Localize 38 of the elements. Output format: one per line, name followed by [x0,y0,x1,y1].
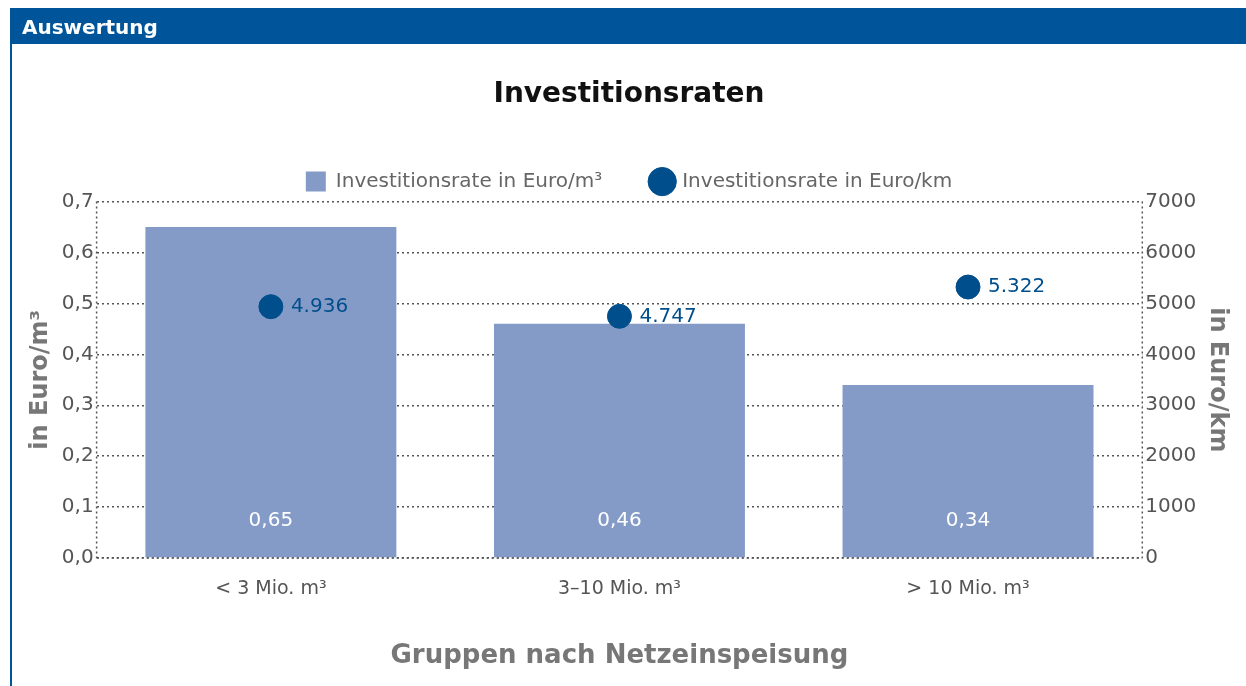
data-label: 5.322 [988,273,1046,298]
x-tick-label: > 10 Mio. m³ [906,576,1030,599]
data-label: 0,65 [248,507,294,532]
y-tick-label: 0,5 [61,289,94,314]
y-tick-label: 0,6 [61,238,94,263]
data-label: 0,34 [945,507,991,532]
point [955,274,981,300]
text: Auswertung [12,8,1246,44]
y-tick-label: 0,3 [61,391,94,416]
x-axis-title: Gruppen nach Netzeinspeisung [390,639,849,670]
y2-tick-label: 0 [1145,544,1159,569]
y2-tick-label: 6000 [1145,238,1197,263]
y2-tick-label: 5000 [1145,289,1197,314]
data-label: 4.747 [639,302,697,327]
y2-tick-label: 4000 [1145,340,1197,365]
legend-label: Investitionsrate in Euro/m³ [335,167,603,192]
y-tick-label: 0,2 [61,442,94,467]
data-label: 4.936 [290,292,349,317]
y-tick-label: 0,0 [61,544,94,569]
legend-label: Investitionsrate in Euro/km [682,167,953,192]
y2-tick-label: 1000 [1145,493,1197,518]
y-tick-label: 0,7 [61,187,94,212]
chart-title: Investitionsraten [493,76,765,110]
bar [842,384,1094,558]
y2-tick-label: 2000 [1145,442,1197,467]
y-tick-label: 0,4 [61,340,94,365]
y-tick-label: 0,1 [61,493,94,518]
y-axis-title: in Euro/m³ [24,309,53,450]
bar [493,323,745,558]
bar [145,227,397,558]
x-tick-label: 3–10 Mio. m³ [557,576,681,599]
y2-tick-label: 3000 [1145,391,1197,416]
x-tick-label: < 3 Mio. m³ [215,576,327,599]
y2-tick-label: 7000 [1145,187,1197,212]
y2-axis-title: in Euro/km [1205,307,1234,453]
data-label: 0,46 [597,507,642,532]
point [258,294,284,320]
point [606,303,632,329]
